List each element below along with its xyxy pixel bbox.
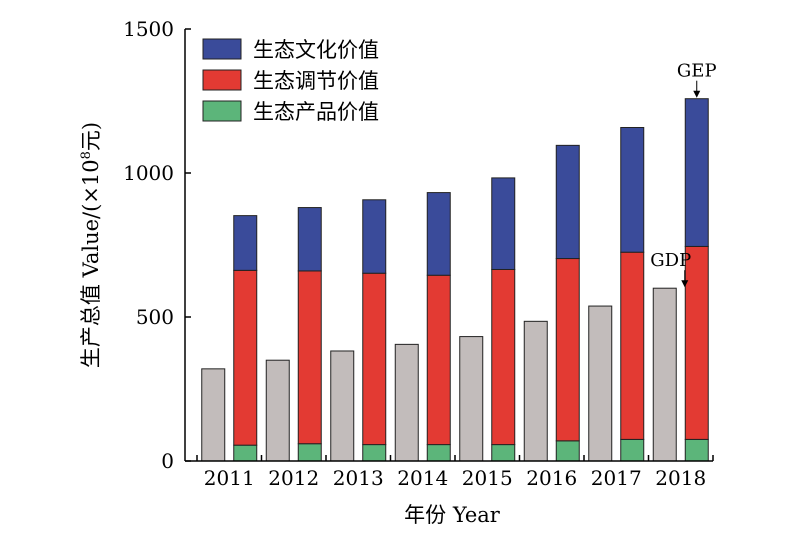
bar-segment-3-2015 xyxy=(491,177,516,270)
bar-segment-2-2015 xyxy=(491,268,516,446)
bar-segment-3-2011 xyxy=(233,215,258,271)
bar-segment-1-2016 xyxy=(555,440,580,462)
bar-gdp-2012 xyxy=(265,359,290,462)
legend-swatch-3 xyxy=(202,100,242,122)
bar-gdp-2016 xyxy=(523,320,548,462)
x-tick-label: 2011 xyxy=(204,466,255,490)
y-axis-label-suffix: 元) xyxy=(79,122,103,151)
y-tick-label: 500 xyxy=(136,305,174,329)
x-tick-label: 2018 xyxy=(655,466,706,490)
axes-layer xyxy=(184,29,713,462)
x-tick-label: 2013 xyxy=(333,466,384,490)
legend-swatch-1 xyxy=(202,38,242,60)
x-tick-label: 2016 xyxy=(526,466,577,490)
x-tick-label: 2012 xyxy=(268,466,319,490)
bar-segment-2-2011 xyxy=(233,269,258,446)
bar-segment-2-2018 xyxy=(684,245,709,440)
y-tick-label: 0 xyxy=(161,449,174,473)
annotation-arrow-head xyxy=(681,280,689,288)
bar-gdp-2015 xyxy=(459,336,484,462)
bar-segment-3-2017 xyxy=(620,126,645,253)
bar-segment-1-2014 xyxy=(426,444,451,462)
bar-segment-2-2016 xyxy=(555,258,580,442)
bar-segment-1-2018 xyxy=(684,438,709,462)
bar-segment-3-2018 xyxy=(684,98,709,247)
y-ticks: 0 500 1000 1500 xyxy=(123,17,191,473)
bar-segment-2-2014 xyxy=(426,274,451,446)
bars-layer xyxy=(201,98,709,462)
y-axis-label: 生产总值 Value/(×108元) xyxy=(79,122,103,368)
bar-segment-3-2012 xyxy=(297,207,322,272)
bar-segment-1-2015 xyxy=(491,444,516,462)
annotation-gep: GEP xyxy=(677,61,717,82)
bar-gdp-2011 xyxy=(201,368,226,462)
bar-segment-3-2014 xyxy=(426,192,451,276)
legend-swatch-2 xyxy=(202,69,242,91)
bar-segment-1-2013 xyxy=(362,444,387,462)
x-tick-label: 2017 xyxy=(591,466,642,490)
bar-gdp-2014 xyxy=(394,343,419,462)
annotations: GEP GDP xyxy=(650,61,717,288)
bar-segment-1-2012 xyxy=(297,443,322,462)
bar-segment-3-2013 xyxy=(362,199,387,274)
bar-gdp-2017 xyxy=(588,305,613,462)
x-tick-label: 2015 xyxy=(462,466,513,490)
y-tick-label: 1500 xyxy=(123,17,174,41)
y-axis-label-superscript: 8 xyxy=(79,151,94,159)
bar-segment-2-2017 xyxy=(620,251,645,440)
x-tick-label: 2014 xyxy=(397,466,448,490)
y-axis-label-main: 生产总值 Value/(×10 xyxy=(79,159,103,368)
annotation-gdp: GDP xyxy=(650,250,691,271)
bar-segment-1-2011 xyxy=(233,444,258,462)
bar-segment-2-2012 xyxy=(297,270,322,445)
bar-segment-2-2013 xyxy=(362,272,387,446)
legend-label-2: 生态调节价值 xyxy=(253,69,379,93)
legend-label-1: 生态文化价值 xyxy=(253,38,379,62)
bar-gdp-2013 xyxy=(330,350,355,462)
legend-label-3: 生态产品价值 xyxy=(253,100,379,124)
x-ticks: 2011 2012 2013 2014 2015 2016 2017 2018 xyxy=(196,455,714,490)
bar-segment-3-2016 xyxy=(555,144,580,260)
y-tick-label: 1000 xyxy=(123,161,174,185)
x-axis-label: 年份 Year xyxy=(404,503,501,527)
bar-gdp-2018 xyxy=(652,287,677,462)
bar-segment-1-2017 xyxy=(620,438,645,462)
annotation-arrow-head xyxy=(693,90,701,98)
